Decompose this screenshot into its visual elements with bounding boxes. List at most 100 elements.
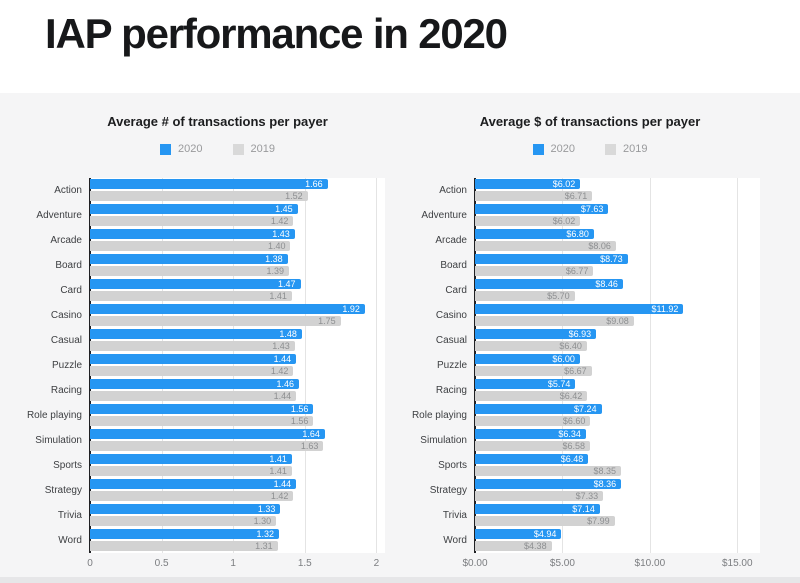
- category-label: Sports: [438, 460, 467, 471]
- bar-group: 1.44 1.42: [90, 353, 400, 376]
- category-label: Adventure: [421, 210, 467, 221]
- bar-2019[interactable]: 1.44: [90, 391, 297, 401]
- bar-2020[interactable]: $6.34: [475, 429, 586, 439]
- bar-2019[interactable]: $6.40: [475, 341, 587, 351]
- bar-2020[interactable]: $6.93: [475, 329, 597, 339]
- bar-2019[interactable]: $6.60: [475, 416, 591, 426]
- bar-2020[interactable]: 1.44: [90, 354, 297, 364]
- category-row: Strategy 1.44 1.42: [35, 478, 400, 503]
- bar-2019[interactable]: 1.31: [90, 541, 278, 551]
- category-label: Adventure: [36, 210, 82, 221]
- category-label: Puzzle: [436, 360, 467, 371]
- bar-2020[interactable]: 1.56: [90, 404, 314, 414]
- bar-2020[interactable]: $7.24: [475, 404, 602, 414]
- bar-2019[interactable]: $6.77: [475, 266, 594, 276]
- plot-region: Action 1.66 1.52 Adventure 1.45 1.42 Arc…: [27, 178, 400, 573]
- bar-group: 1.56 1.56: [90, 403, 400, 426]
- bar-group: $7.14 $7.99: [475, 503, 760, 526]
- bottom-scrollbar-track[interactable]: [0, 577, 800, 583]
- bar-2020[interactable]: $8.46: [475, 279, 623, 289]
- legend-item-2020[interactable]: 2020: [160, 143, 203, 155]
- bar-2020[interactable]: 1.92: [90, 304, 365, 314]
- bar-2020[interactable]: 1.44: [90, 479, 297, 489]
- bar-2019[interactable]: $6.58: [475, 441, 591, 451]
- bar-2019[interactable]: 1.43: [90, 341, 295, 351]
- bar-group: $8.36 $7.33: [475, 478, 760, 501]
- bar-group: $6.02 $6.71: [475, 178, 760, 201]
- bar-group: $4.94 $4.38: [475, 528, 760, 551]
- x-axis-tick-label: 2: [373, 558, 380, 569]
- bar-2020[interactable]: $7.14: [475, 504, 600, 514]
- chart-title: Average $ of transactions per payer: [479, 114, 701, 129]
- bar-group: $7.24 $6.60: [475, 403, 760, 426]
- bar-2020[interactable]: $7.63: [475, 204, 609, 214]
- bar-2019[interactable]: 1.56: [90, 416, 314, 426]
- category-label: Casino: [50, 310, 82, 321]
- bar-2020[interactable]: 1.47: [90, 279, 301, 289]
- bar-2020[interactable]: 1.33: [90, 504, 281, 514]
- bar-2020[interactable]: $11.92: [475, 304, 684, 314]
- bar-2019[interactable]: $6.67: [475, 366, 592, 376]
- bar-2020[interactable]: $5.74: [475, 379, 576, 389]
- bar-2019[interactable]: 1.42: [90, 366, 294, 376]
- bar-2020[interactable]: $6.80: [475, 229, 594, 239]
- category-row: Casual $6.93 $6.40: [420, 328, 760, 353]
- bar-2019[interactable]: 1.41: [90, 291, 292, 301]
- category-row: Action $6.02 $6.71: [420, 178, 760, 203]
- legend-swatch-2020-icon: [160, 143, 172, 155]
- bar-2019[interactable]: 1.63: [90, 441, 324, 451]
- category-label: Action: [54, 185, 82, 196]
- plot-rows: Action 1.66 1.52 Adventure 1.45 1.42 Arc…: [27, 178, 400, 553]
- category-label: Sports: [53, 460, 82, 471]
- bar-2019[interactable]: $7.33: [475, 491, 604, 501]
- category-row: Role playing $7.24 $6.60: [412, 403, 760, 428]
- bar-2020[interactable]: 1.64: [90, 429, 325, 439]
- legend-item-2019[interactable]: 2019: [605, 143, 647, 155]
- gridline: [649, 178, 651, 553]
- bar-2019[interactable]: $8.35: [475, 466, 621, 476]
- bar-2019[interactable]: $6.71: [475, 191, 593, 201]
- bar-2019[interactable]: 1.41: [90, 466, 292, 476]
- category-row: Board $8.73 $6.77: [420, 253, 760, 278]
- bar-2019[interactable]: 1.40: [90, 241, 291, 251]
- bar-2020[interactable]: 1.41: [90, 454, 292, 464]
- bar-group: $6.48 $8.35: [475, 453, 760, 476]
- bar-2019[interactable]: $6.02: [475, 216, 581, 226]
- bar-2020[interactable]: $8.36: [475, 479, 622, 489]
- plot-area-bg: [474, 178, 760, 553]
- y-axis-line: [89, 178, 91, 553]
- bar-2020[interactable]: $4.94: [475, 529, 562, 539]
- legend-item-2020[interactable]: 2020: [532, 143, 575, 155]
- bar-2019[interactable]: 1.39: [90, 266, 290, 276]
- bar-2019[interactable]: 1.52: [90, 191, 308, 201]
- bar-group: $5.74 $6.42: [475, 378, 760, 401]
- bar-2020[interactable]: $6.48: [475, 454, 589, 464]
- bar-2019[interactable]: 1.42: [90, 491, 294, 501]
- category-label: Strategy: [44, 485, 82, 496]
- bar-2020[interactable]: 1.45: [90, 204, 298, 214]
- category-label: Board: [55, 260, 82, 271]
- bar-2019[interactable]: $9.08: [475, 316, 634, 326]
- bar-2019[interactable]: $5.70: [475, 291, 575, 301]
- bar-2020[interactable]: 1.43: [90, 229, 295, 239]
- bar-2019[interactable]: $4.38: [475, 541, 552, 551]
- bar-2020[interactable]: $6.00: [475, 354, 580, 364]
- bar-2019[interactable]: $6.42: [475, 391, 588, 401]
- plot-region: Action $6.02 $6.71 Adventure $7.63 $6.02…: [412, 178, 760, 573]
- bar-2019[interactable]: 1.75: [90, 316, 341, 326]
- bar-2019[interactable]: $8.06: [475, 241, 616, 251]
- bar-2019[interactable]: 1.30: [90, 516, 277, 526]
- bar-2020[interactable]: 1.48: [90, 329, 302, 339]
- bar-2019[interactable]: $7.99: [475, 516, 615, 526]
- bar-group: $6.00 $6.67: [475, 353, 760, 376]
- bar-2020[interactable]: 1.38: [90, 254, 288, 264]
- bar-2020[interactable]: 1.66: [90, 179, 328, 189]
- category-label: Simulation: [35, 435, 82, 446]
- bar-2019[interactable]: 1.42: [90, 216, 294, 226]
- bar-group: $8.73 $6.77: [475, 253, 760, 276]
- bar-2020[interactable]: $6.02: [475, 179, 581, 189]
- bar-2020[interactable]: 1.46: [90, 379, 300, 389]
- legend-item-2019[interactable]: 2019: [232, 143, 275, 155]
- bar-2020[interactable]: $8.73: [475, 254, 628, 264]
- bar-2020[interactable]: 1.32: [90, 529, 280, 539]
